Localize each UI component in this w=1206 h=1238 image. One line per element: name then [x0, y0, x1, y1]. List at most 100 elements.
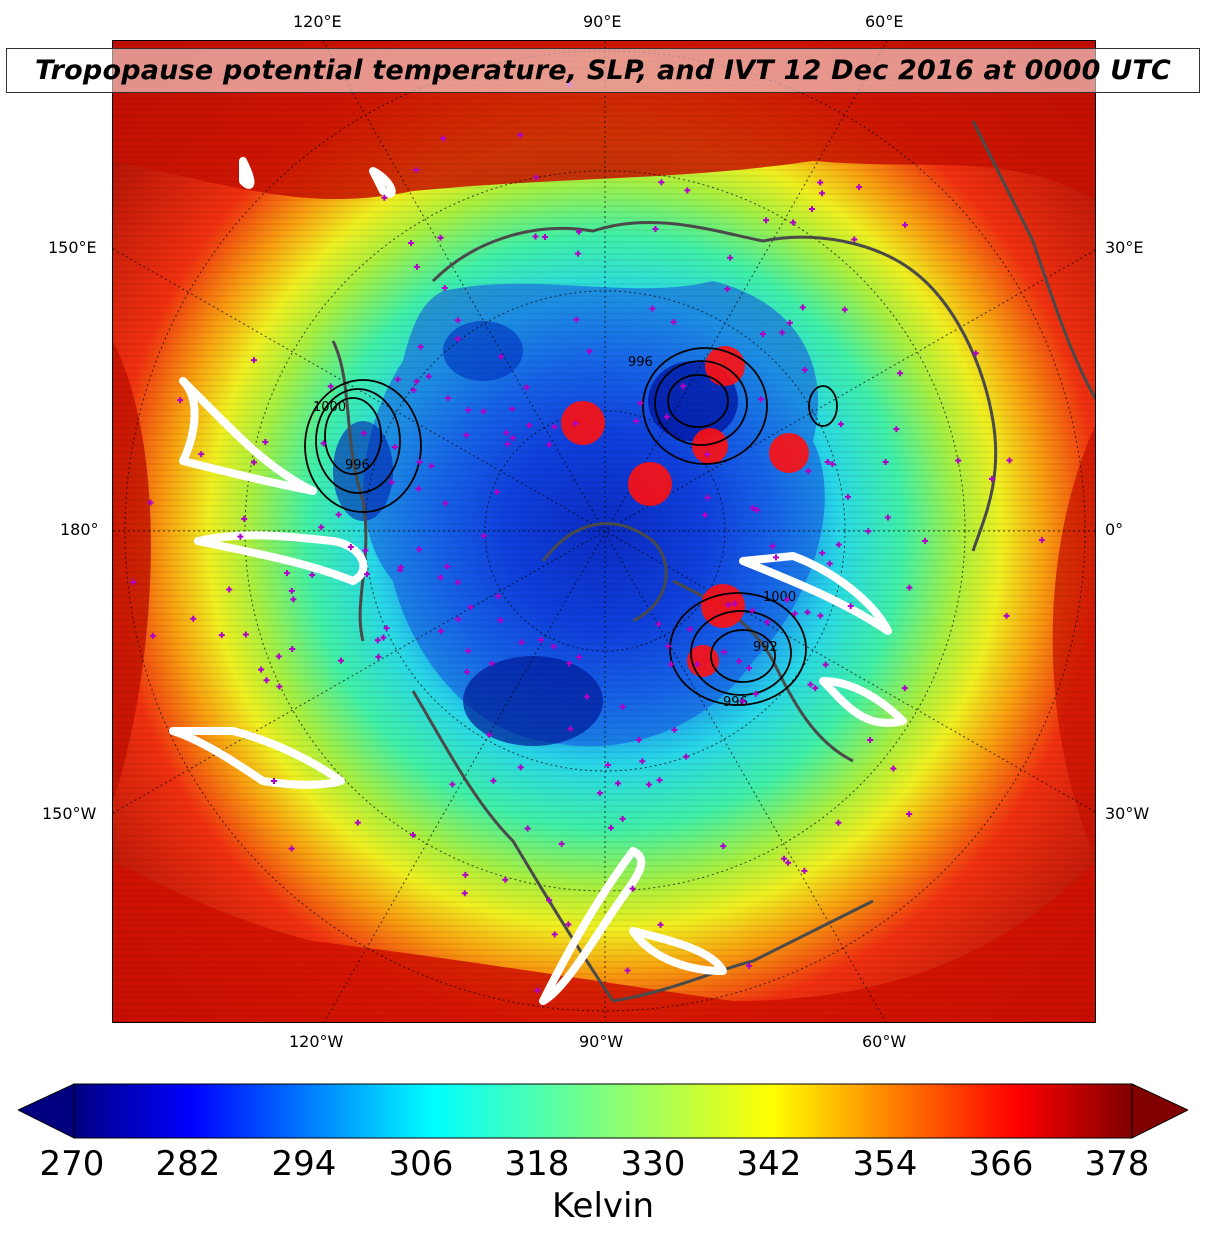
- lon-label-left: 150°E: [48, 238, 97, 257]
- station-marker: [413, 167, 420, 174]
- map-canvas: 1000 996 996 1000 996 992: [113, 41, 1095, 1022]
- station-marker: [495, 593, 502, 600]
- station-marker: [289, 646, 296, 653]
- station-marker: [826, 560, 833, 567]
- station-marker: [906, 811, 913, 818]
- station-marker: [763, 217, 770, 224]
- station-marker: [764, 619, 771, 626]
- station-marker: [534, 987, 541, 994]
- station-marker: [629, 885, 636, 892]
- station-marker: [190, 615, 197, 622]
- station-marker: [464, 668, 471, 675]
- station-marker: [354, 819, 361, 826]
- station-marker: [440, 135, 447, 142]
- colorbar-tick: 354: [852, 1144, 918, 1184]
- station-marker: [658, 179, 665, 186]
- station-marker: [829, 461, 836, 468]
- station-marker: [835, 819, 842, 826]
- station-marker: [801, 867, 808, 874]
- station-marker: [360, 430, 367, 437]
- station-marker: [704, 451, 711, 458]
- station-marker: [388, 479, 395, 486]
- slp-label: 992: [753, 640, 778, 655]
- colorbar-label: Kelvin: [551, 1186, 655, 1226]
- station-marker: [461, 890, 468, 897]
- station-marker: [381, 194, 388, 201]
- lon-label-left: 180°: [60, 520, 99, 539]
- station-marker: [902, 221, 909, 228]
- station-marker: [655, 621, 662, 628]
- slp-label: 996: [723, 695, 748, 710]
- station-marker: [397, 566, 404, 573]
- station-marker: [517, 132, 524, 139]
- lon-label-left: 150°W: [42, 804, 97, 823]
- station-marker: [409, 831, 416, 838]
- station-marker: [749, 607, 756, 614]
- station-marker: [656, 777, 663, 784]
- station-marker: [290, 596, 297, 603]
- station-marker: [444, 563, 451, 570]
- station-marker: [807, 681, 814, 688]
- station-marker: [550, 643, 557, 650]
- station-marker: [572, 420, 579, 427]
- colorbar-tick: 378: [1084, 1144, 1150, 1184]
- station-marker: [619, 815, 626, 822]
- station-marker: [668, 661, 675, 668]
- station-marker: [865, 528, 872, 535]
- lon-label-bottom: 90°W: [579, 1032, 624, 1051]
- station-marker: [454, 579, 461, 586]
- station-marker: [694, 661, 701, 668]
- station-marker: [841, 306, 848, 313]
- station-marker: [686, 626, 693, 633]
- station-marker: [518, 639, 525, 646]
- station-marker: [532, 233, 539, 240]
- station-marker: [801, 366, 808, 373]
- station-marker: [504, 441, 511, 448]
- station-marker: [524, 825, 531, 832]
- station-marker: [463, 432, 470, 439]
- station-marker: [410, 387, 417, 394]
- station-marker: [237, 533, 244, 540]
- station-marker: [779, 329, 786, 336]
- station-marker: [488, 660, 495, 667]
- station-marker: [624, 967, 631, 974]
- station-marker: [263, 677, 270, 684]
- station-marker: [428, 463, 435, 470]
- colorbar-gradient: [73, 1083, 1133, 1139]
- title-box: Tropopause potential temperature, SLP, a…: [6, 48, 1200, 93]
- colorbar: [18, 1083, 1188, 1139]
- station-marker: [769, 543, 776, 550]
- station-marker: [480, 408, 487, 415]
- station-marker: [721, 648, 728, 655]
- station-marker: [574, 250, 581, 257]
- station-marker: [822, 661, 829, 668]
- station-marker: [454, 335, 461, 342]
- station-marker: [509, 405, 516, 412]
- station-marker: [844, 493, 851, 500]
- station-marker: [467, 604, 474, 611]
- station-marker: [258, 666, 265, 673]
- station-marker: [288, 845, 295, 852]
- slp-contours: [304, 347, 838, 706]
- station-marker: [523, 384, 530, 391]
- station-marker: [362, 547, 369, 554]
- station-marker: [615, 780, 622, 787]
- station-marker: [425, 373, 432, 380]
- station-marker: [375, 653, 382, 660]
- station-marker: [746, 962, 753, 969]
- station-marker: [1003, 612, 1010, 619]
- station-marker: [335, 511, 342, 518]
- station-marker: [736, 658, 743, 665]
- station-marker: [635, 736, 642, 743]
- station-marker: [551, 423, 558, 430]
- station-marker: [541, 234, 548, 241]
- station-marker: [533, 174, 540, 181]
- station-marker: [817, 612, 824, 619]
- colorbar-tick: 318: [504, 1144, 570, 1184]
- station-marker: [454, 317, 461, 324]
- station-marker: [270, 778, 277, 785]
- station-marker: [177, 397, 184, 404]
- station-marker: [867, 736, 874, 743]
- station-marker: [720, 843, 727, 850]
- lon-label-bottom: 120°W: [289, 1032, 344, 1051]
